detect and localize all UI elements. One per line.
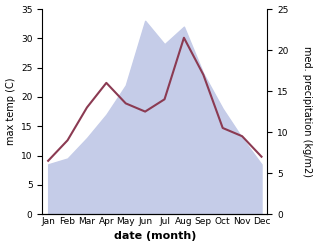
Y-axis label: med. precipitation (kg/m2): med. precipitation (kg/m2) — [302, 46, 313, 177]
X-axis label: date (month): date (month) — [114, 231, 196, 242]
Y-axis label: max temp (C): max temp (C) — [5, 78, 16, 145]
